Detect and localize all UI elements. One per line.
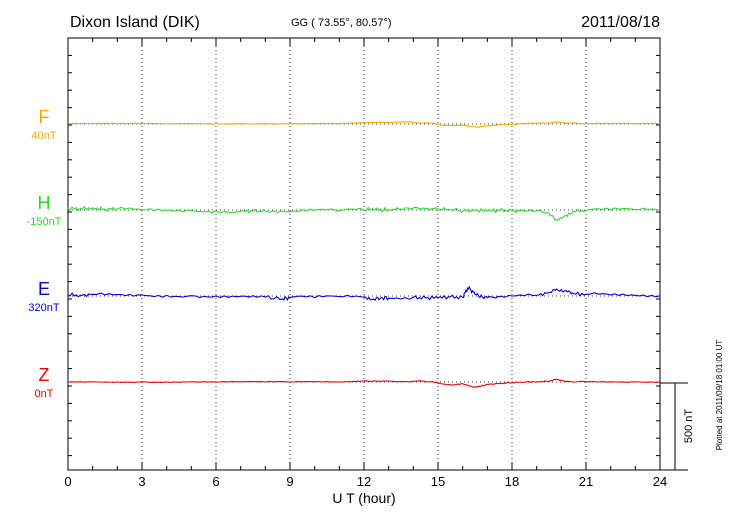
series-name-e: E: [38, 279, 50, 299]
series-name-h: H: [38, 193, 51, 213]
chart-date: 2011/08/18: [581, 14, 660, 31]
series-lines: [67, 121, 661, 388]
chart-subtitle: GG ( 73.55°, 80.57°): [291, 17, 392, 29]
x-tick-label: 9: [286, 474, 293, 489]
scale-bar-label: 500 nT: [683, 409, 695, 444]
series-baseline-f: 40nT: [31, 130, 56, 142]
x-tick-label: 15: [431, 474, 445, 489]
plotted-at-label: Plotted at 2011/09/18 01:00 UT: [715, 340, 724, 451]
x-tick-label: 24: [653, 474, 667, 489]
series-line-h: [67, 205, 661, 222]
x-tick-label: 3: [138, 474, 145, 489]
x-tick-label: 18: [505, 474, 519, 489]
axis-ticks: [67, 38, 661, 470]
series-line-f: [68, 121, 661, 128]
series-name-z: Z: [39, 365, 50, 385]
x-tick-label: 0: [64, 474, 71, 489]
series-baseline-e: 320nT: [28, 302, 59, 314]
x-tick-labels: 0 3 6 9 12 15 18 21 24: [64, 474, 667, 489]
series-name-f: F: [39, 107, 50, 127]
x-axis-label: U T (hour): [332, 490, 395, 506]
chart-title: Dixon Island (DIK): [70, 14, 200, 31]
x-tick-label: 12: [357, 474, 371, 489]
series-labels: F 40nT H -150nT E 320nT Z 0nT: [27, 107, 62, 400]
scale-bar: 500 nT: [660, 382, 695, 471]
x-tick-label: 21: [579, 474, 593, 489]
series-line-z: [67, 378, 661, 388]
x-tick-label: 6: [212, 474, 219, 489]
vertical-gridlines: [141, 38, 587, 470]
series-baseline-h: -150nT: [27, 216, 62, 228]
series-baseline-z: 0nT: [35, 388, 54, 400]
series-line-e: [67, 285, 661, 302]
